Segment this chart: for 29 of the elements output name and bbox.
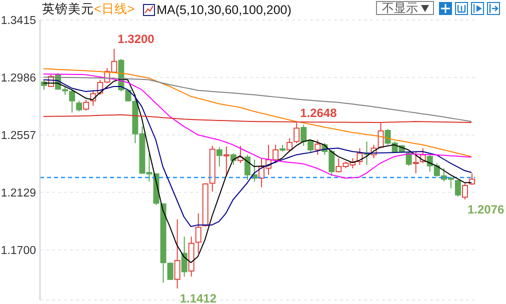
candlestick: [294, 122, 300, 144]
candlestick: [272, 144, 279, 164]
dropdown: 不显示: [376, 1, 434, 15]
candlestick: [174, 218, 180, 289]
candlestick: [181, 236, 188, 278]
candlestick: [454, 179, 461, 198]
candlestick: [83, 99, 90, 111]
candlestick: [76, 100, 82, 112]
y-tick-label: 1.2557: [0, 130, 36, 142]
annotation: 1.1412: [180, 291, 217, 304]
candlestick: [223, 146, 230, 178]
candlestick: [216, 146, 222, 167]
candlestick: [314, 139, 321, 156]
annotation: 1.2076: [467, 202, 505, 216]
candlestick: [195, 212, 202, 254]
candlestick: [412, 150, 419, 174]
chart-subtitle: <日线>: [94, 1, 135, 18]
chart-title: 英镑美元: [42, 1, 94, 18]
y-tick-label: 1.1700: [0, 244, 36, 257]
candlestick: [462, 182, 468, 200]
candlestick: [468, 172, 475, 186]
annotation: 1.3200: [118, 32, 155, 46]
y-tick-label: 1.2986: [0, 72, 36, 85]
candlestick: [286, 138, 293, 152]
candlestick: [167, 262, 174, 281]
y-tick-label: 1.2129: [0, 187, 36, 200]
annotation: 1.2648: [300, 106, 338, 120]
y-tick-label: 1.3415: [0, 15, 36, 28]
legend-title: MA(5,10,30,60,100,200): [156, 2, 292, 16]
